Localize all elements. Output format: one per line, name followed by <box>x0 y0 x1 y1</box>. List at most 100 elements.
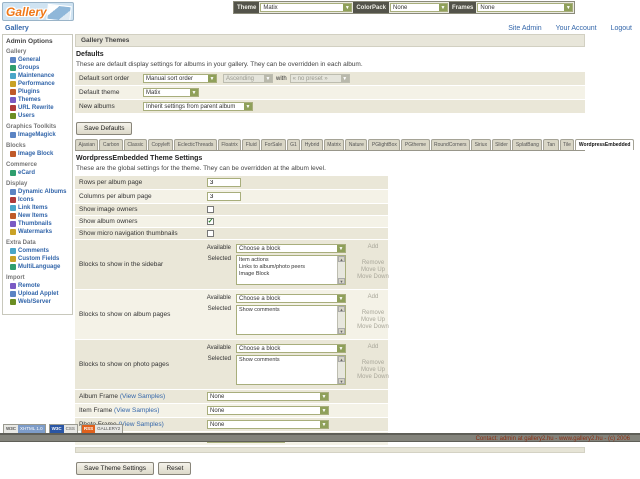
album-blocks-move-down-link[interactable]: Move Down <box>357 324 389 330</box>
album-frame-select[interactable]: None ▼ <box>207 392 329 401</box>
scrollbar[interactable]: ▲ ▼ <box>337 256 345 284</box>
sidebar-item-link-items: Link Items <box>10 204 71 212</box>
theme-settings-description: These are the global settings for the th… <box>76 165 326 172</box>
scroll-down-icon[interactable]: ▼ <box>338 378 345 384</box>
tab-siriux[interactable]: Siriux <box>471 139 491 150</box>
tab-tan[interactable]: Tan <box>543 139 559 150</box>
sidebar-item-custom-fields: Custom Fields <box>10 255 71 263</box>
sidebar-item-image-block: Image Block <box>10 150 71 158</box>
save-defaults-button[interactable]: Save Defaults <box>76 122 133 135</box>
sidebar-blocks-choose-select[interactable]: Choose a block ▼ <box>236 244 346 253</box>
users-icon <box>10 113 16 119</box>
page-title: Gallery Themes <box>75 34 585 47</box>
show-album-owners-checkbox[interactable]: ✓ <box>207 218 214 225</box>
sidebar-blocks-listbox[interactable]: Item actions Links to album/photo peers … <box>236 255 346 285</box>
photo-blocks-move-up-link[interactable]: Move Up <box>360 367 385 373</box>
photo-frame-view-samples-link[interactable]: (View Samples) <box>118 421 164 428</box>
user-links: Site Admin Your Account Logout <box>496 25 632 32</box>
your-account-link[interactable]: Your Account <box>555 25 597 32</box>
check-icon: ✓ <box>207 217 214 225</box>
album-blocks-move-up-link[interactable]: Move Up <box>360 317 385 323</box>
breadcrumb[interactable]: Gallery <box>5 25 29 32</box>
rows-per-page-input[interactable] <box>207 178 241 187</box>
photo-blocks-listbox[interactable]: Show comments ▲ ▼ <box>236 355 346 385</box>
sidebar-item-comments: Comments <box>10 247 71 255</box>
scrollbar[interactable]: ▲ ▼ <box>337 356 345 384</box>
tab-pgtheme[interactable]: PGtheme <box>401 139 430 150</box>
with-label: with <box>276 75 287 82</box>
tab-wordpressembedded[interactable]: WordpressEmbedded <box>575 139 634 150</box>
photo-blocks-add-link[interactable]: Add <box>367 344 379 350</box>
photo-frame-select[interactable]: None ▼ <box>207 420 329 429</box>
album-blocks-add-link[interactable]: Add <box>367 294 379 300</box>
gallery-logo[interactable]: Gallery <box>2 2 74 21</box>
scroll-down-icon[interactable]: ▼ <box>338 278 345 284</box>
tab-ajaxian[interactable]: Ajaxian <box>75 139 99 150</box>
new-albums-select[interactable]: Inherit settings from parent album ▼ <box>143 102 253 111</box>
sidebar-blocks-move-up-link[interactable]: Move Up <box>360 267 385 273</box>
tab-slider[interactable]: Slider <box>491 139 512 150</box>
sidebar-blocks-move-down-link[interactable]: Move Down <box>357 274 389 280</box>
sidebar-blocks-add-link[interactable]: Add <box>367 244 379 250</box>
default-theme-select[interactable]: Matix ▼ <box>143 88 199 97</box>
sidebar-item-upload-applet: Upload Applet <box>10 290 71 298</box>
photo-blocks-move-down-link[interactable]: Move Down <box>357 374 389 380</box>
tab-copyleft[interactable]: Copyleft <box>147 139 174 150</box>
scroll-up-icon[interactable]: ▲ <box>338 256 345 262</box>
photo-blocks-row: Blocks to show on photo pages Available … <box>75 340 389 389</box>
tab-tile[interactable]: Tile <box>559 139 575 150</box>
sidebar-item-imagemagick: ImageMagick <box>10 131 71 139</box>
sidebar-item-remote: Remote <box>10 282 71 290</box>
item-frame-view-samples-link[interactable]: (View Samples) <box>114 407 160 414</box>
tab-hybrid[interactable]: Hybrid <box>301 139 323 150</box>
album-frame-view-samples-link[interactable]: (View Samples) <box>119 393 166 400</box>
tab-roundcorners[interactable]: RoundCorners <box>430 139 471 150</box>
frames-select-group: Frames None ▼ <box>449 2 574 13</box>
album-blocks-remove-link[interactable]: Remove <box>361 310 385 316</box>
tab-carbon[interactable]: Carbon <box>99 139 123 150</box>
save-theme-settings-button[interactable]: Save Theme Settings <box>76 462 155 475</box>
tab-nature[interactable]: Nature <box>345 139 368 150</box>
item-frame-select[interactable]: None ▼ <box>207 406 329 415</box>
photo-blocks-remove-link[interactable]: Remove <box>361 360 385 366</box>
tab-fluid[interactable]: Fluid <box>242 139 261 150</box>
scroll-down-icon[interactable]: ▼ <box>338 328 345 334</box>
tab-floatrix[interactable]: Floatrix <box>217 139 242 150</box>
sidebar-section-blocks: Blocks <box>6 143 26 149</box>
default-sort-order-select[interactable]: Manual sort order ▼ <box>143 74 217 83</box>
tab-g1[interactable]: G1 <box>286 139 301 150</box>
photo-blocks-choose-select[interactable]: Choose a block ▼ <box>236 344 346 353</box>
scroll-up-icon[interactable]: ▲ <box>338 356 345 362</box>
tab-pglightbox[interactable]: PGlightBox <box>368 139 401 150</box>
tab-forsale[interactable]: ForSale <box>261 139 286 150</box>
show-image-owners-checkbox[interactable] <box>207 206 214 213</box>
sidebar-item-multilanguage: MultiLanguage <box>10 263 71 271</box>
new-items-icon <box>10 213 16 219</box>
album-blocks-listbox[interactable]: Show comments ▲ ▼ <box>236 305 346 335</box>
sidebar-section-extra-data: Extra Data <box>6 240 36 246</box>
sidebar-title: Admin Options <box>6 38 53 45</box>
sidebar-blocks-remove-link[interactable]: Remove <box>361 260 385 266</box>
scrollbar[interactable]: ▲ ▼ <box>337 306 345 334</box>
show-micro-nav-checkbox[interactable] <box>207 230 214 237</box>
frames-select[interactable]: None ▼ <box>477 3 574 12</box>
thumbnails-icon <box>10 221 16 227</box>
tab-splatbang[interactable]: SplatBang <box>512 139 543 150</box>
colorpack-select[interactable]: None ▼ <box>390 3 449 12</box>
sidebar-section-graphics-toolkits: Graphics Toolkits <box>6 124 57 130</box>
tab-eclecticthreads[interactable]: EclecticThreads <box>174 139 217 150</box>
tab-classic[interactable]: Classic <box>123 139 147 150</box>
tab-matrix[interactable]: Matrix <box>323 139 345 150</box>
theme-select-label: Theme <box>234 2 260 13</box>
show-album-owners-row: Show album owners ✓ <box>75 216 388 227</box>
sidebar-item-watermarks: Watermarks <box>10 228 71 236</box>
logout-link[interactable]: Logout <box>610 25 632 32</box>
scroll-up-icon[interactable]: ▲ <box>338 306 345 312</box>
logo-text: Gallery <box>6 4 47 19</box>
site-admin-link[interactable]: Site Admin <box>508 25 542 32</box>
reset-button[interactable]: Reset <box>158 462 192 475</box>
album-blocks-choose-select[interactable]: Choose a block ▼ <box>236 294 346 303</box>
columns-per-page-input[interactable] <box>207 192 241 201</box>
theme-select[interactable]: Matix ▼ <box>260 3 353 12</box>
nav-row: Gallery Site Admin Your Account Logout <box>0 23 640 34</box>
